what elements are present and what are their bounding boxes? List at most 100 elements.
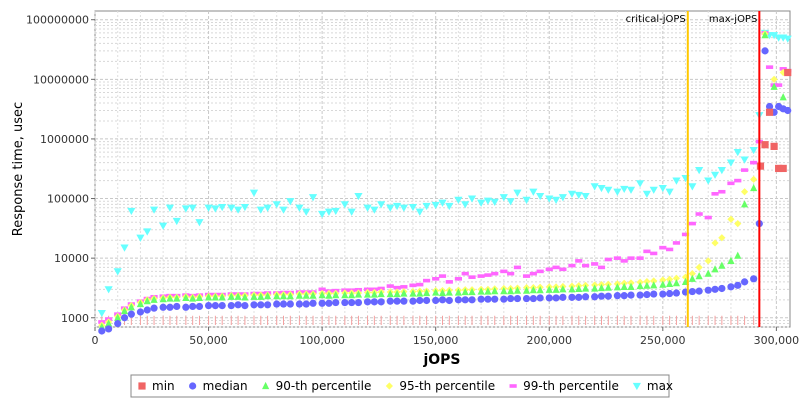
data-point [643,290,651,299]
data-point [513,189,522,197]
data-point [717,167,726,175]
data-point [604,186,613,194]
data-point [204,301,213,310]
data-point [120,314,129,322]
data-point [604,283,612,291]
data-points [97,29,792,335]
data-point [784,68,792,77]
x-axis-ticks: 0 50,000 100,000 150,000 200,000 250,000 300,0… [92,327,799,347]
data-point [370,290,378,298]
data-point [536,294,544,302]
data-point [173,294,181,302]
data-point [234,301,242,309]
data-point [734,251,742,259]
data-point [761,31,769,39]
data-point [204,293,213,301]
data-point [779,164,787,173]
data-point [423,288,431,297]
data-point [256,206,265,214]
data-point [522,196,531,204]
data-point [718,284,726,293]
data-point [536,192,545,201]
data-point [770,75,778,83]
data-point [409,289,417,297]
data-point [393,297,401,305]
data-point [506,198,515,206]
data-point [264,292,272,300]
data-point [227,204,236,212]
data-point [354,290,363,298]
data-point [227,292,235,300]
data-point [354,298,363,307]
data-point [422,202,431,211]
data-point [468,296,476,304]
data-point [279,292,288,300]
data-point [659,290,667,298]
data-point [386,284,394,288]
data-point [188,204,197,212]
data-point [249,189,259,197]
data-point [454,288,462,296]
data-point [195,302,204,311]
data-point [499,194,508,202]
data-point [695,212,703,216]
data-point [318,287,326,292]
data-point [363,298,372,306]
data-point [302,291,310,299]
data-point [461,287,469,296]
data-point [784,106,792,115]
data-point [761,141,769,149]
data-point [477,274,485,278]
data-point [250,292,258,300]
data-point [581,192,590,201]
data-point [581,263,590,268]
data-point [454,277,462,281]
data-point [552,265,560,270]
data-point [332,291,340,299]
data-point [650,251,658,256]
data-point [363,204,372,212]
data-point [409,283,417,288]
data-point [484,295,492,303]
data-point [718,189,726,194]
data-point [522,274,531,278]
data-point [604,292,612,300]
data-point [218,203,227,212]
data-point [710,171,720,179]
data-point [666,289,674,298]
data-point [568,263,576,268]
data-point [513,286,522,294]
data-point [636,256,644,260]
data-point [711,192,719,196]
data-point [672,177,681,185]
data-point [218,293,226,301]
data-point [749,146,758,155]
data-point [423,278,431,283]
data-point [672,241,681,245]
data-point [159,295,167,303]
data-point [672,274,681,282]
data-point [97,309,106,318]
data-point [400,297,408,305]
data-point [189,302,197,311]
data-point [400,289,408,297]
data-point [302,208,311,216]
data-point [666,275,674,284]
data-point [438,274,447,278]
legend-label: 99-th percentile [523,379,619,393]
data-point [574,191,583,200]
data-point [672,289,681,297]
grid [94,11,790,328]
data-point [597,283,606,292]
y-tick-label: 100000000 [26,14,89,27]
data-point [393,285,401,290]
data-point [127,310,135,318]
legend-marker [262,381,270,390]
data-point [770,82,778,90]
data-point [127,303,135,311]
data-point [658,184,667,193]
data-point [545,267,553,272]
data-point [591,293,599,301]
data-point [704,177,713,185]
data-point [218,301,226,310]
